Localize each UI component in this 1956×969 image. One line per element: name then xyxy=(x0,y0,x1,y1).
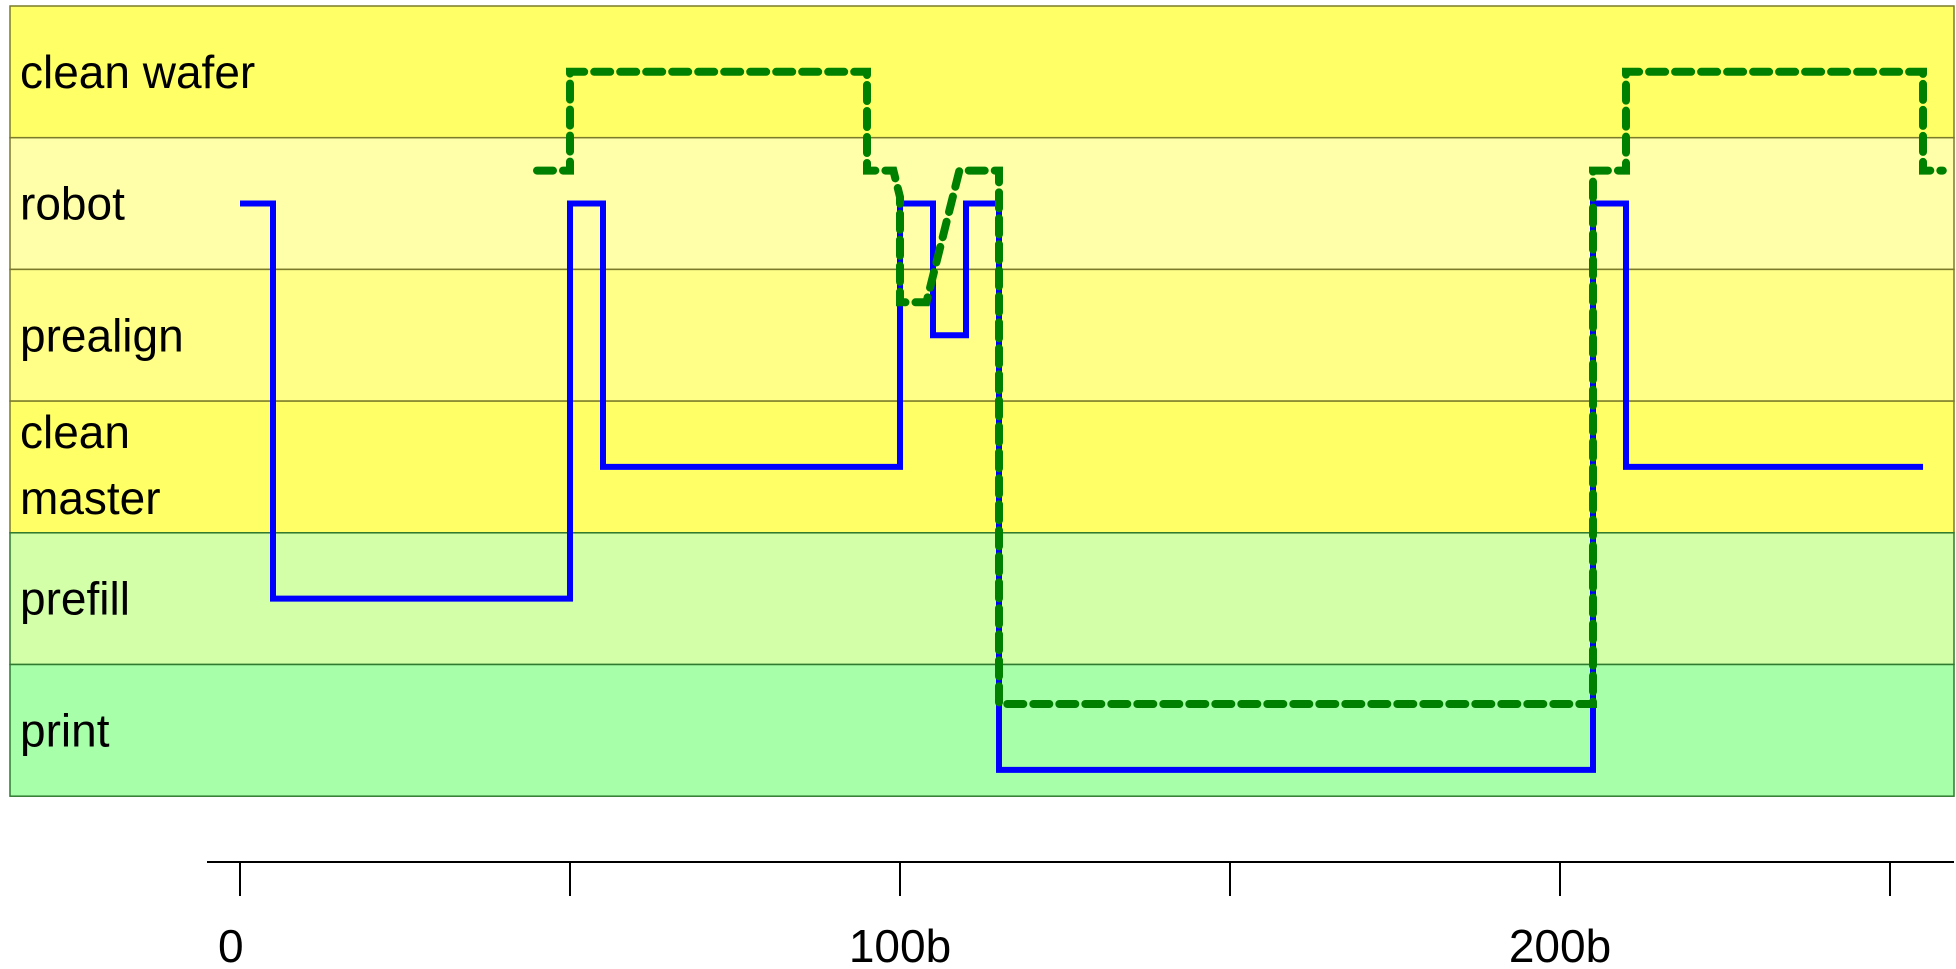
lane-label: robot xyxy=(20,178,125,230)
lane-label: print xyxy=(20,704,110,756)
x-tick-label: 0 xyxy=(218,920,244,969)
lane-band xyxy=(9,268,1955,402)
x-axis: 0 100b 200b xyxy=(207,861,1954,969)
lane-prealign: prealign xyxy=(9,268,1955,402)
lanes-layer: clean wafer robot prealign clean master prefi… xyxy=(9,5,1955,797)
lane-clean-master: clean master xyxy=(9,400,1955,534)
x-tick-label: 200b xyxy=(1509,920,1611,969)
lane-label: prealign xyxy=(20,309,184,361)
dashed-series-line xyxy=(533,67,1947,708)
lane-label: clean wafer xyxy=(20,46,255,98)
lane-print: print xyxy=(9,663,1955,797)
lane-band xyxy=(9,663,1955,797)
x-tick-label: 100b xyxy=(849,920,951,969)
series-layer xyxy=(240,67,1947,773)
lane-label: prefill xyxy=(20,573,130,625)
lane-label: clean master xyxy=(20,406,161,524)
